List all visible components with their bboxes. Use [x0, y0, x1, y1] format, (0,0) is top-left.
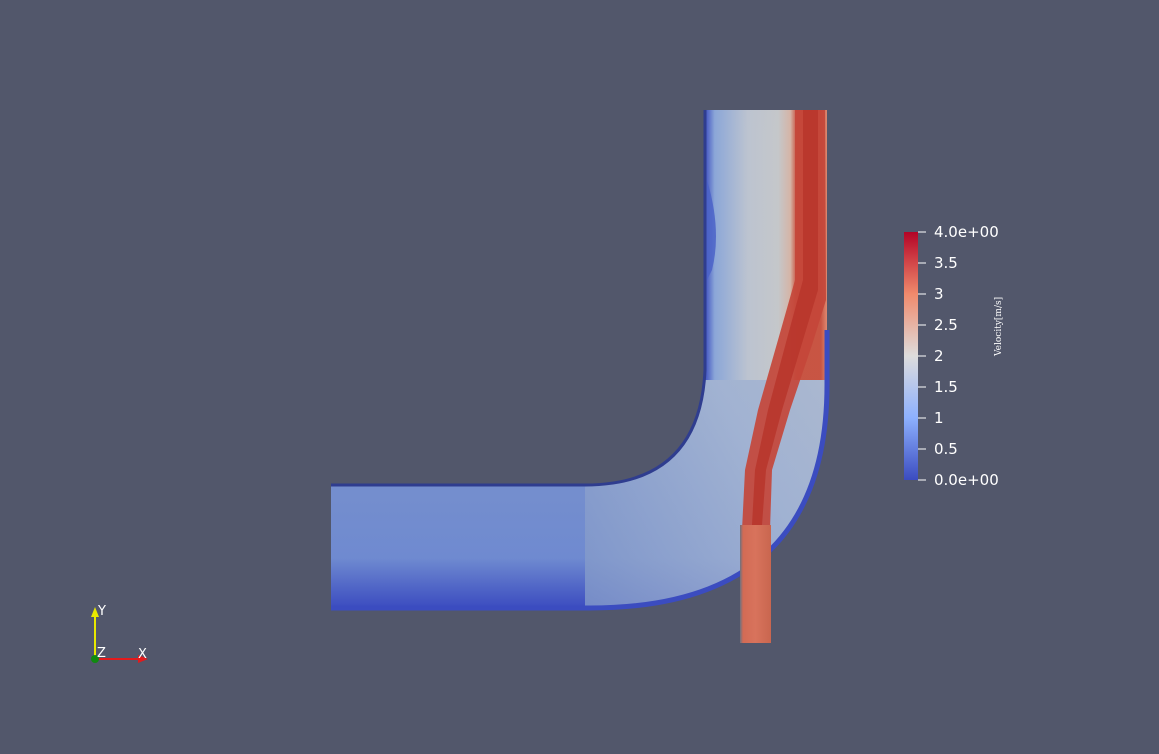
colorbar-tick-label: 0.5	[934, 440, 958, 458]
injection-nozzle	[740, 525, 771, 643]
elbow-pipe	[331, 110, 830, 643]
colorbar-gradient	[904, 232, 918, 480]
colorbar-tick-label: 1.5	[934, 378, 958, 396]
colorbar-tick-label: 2	[934, 347, 944, 365]
colorbar-tick-label: 2.5	[934, 316, 958, 334]
colorbar-title: Velocity[m/s]	[994, 296, 1004, 356]
z-axis-dot	[91, 655, 99, 663]
x-axis-arrow	[138, 655, 148, 663]
recirculation-zone	[707, 180, 716, 280]
orientation-axes[interactable]	[91, 607, 148, 663]
colorbar-tick-label: 0.0e+00	[934, 471, 999, 489]
colorbar-tick-label: 4.0e+00	[934, 223, 999, 241]
y-axis-label: Y	[98, 604, 106, 619]
colorbar-tick-label: 3.5	[934, 254, 958, 272]
z-axis-label: Z	[97, 646, 106, 661]
colorbar-tick-label: 3	[934, 285, 944, 303]
velocity-jet-core	[752, 110, 818, 525]
colorbar-tick-label: 1	[934, 409, 944, 427]
pipe-inner-wall	[331, 110, 707, 487]
x-axis-label: X	[138, 647, 147, 662]
colorbar-ticks	[918, 231, 926, 481]
y-axis-arrow	[91, 607, 99, 617]
